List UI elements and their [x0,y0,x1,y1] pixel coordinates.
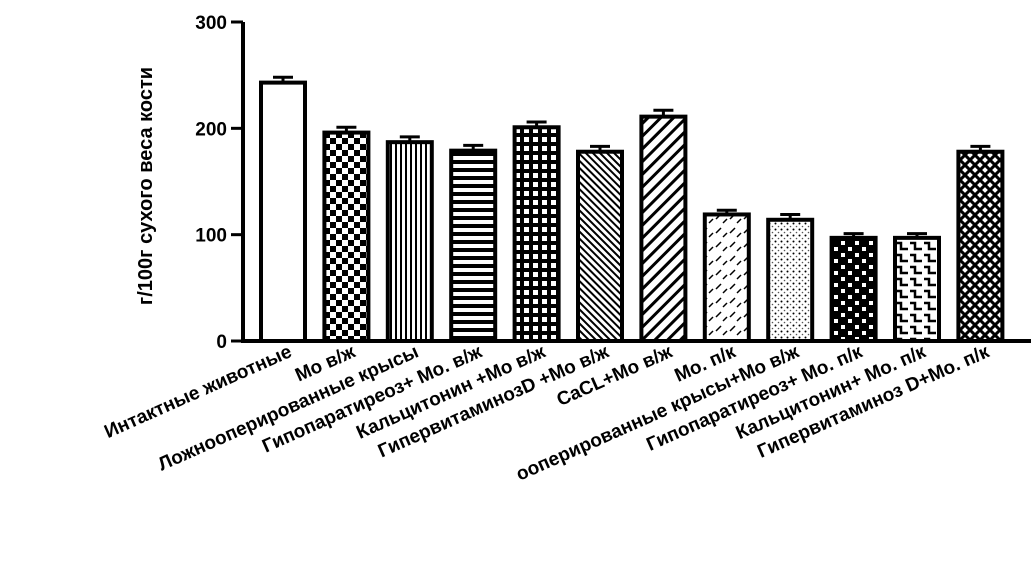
y-tick-label: 300 [195,13,227,34]
bar [576,149,624,343]
bar [322,130,371,343]
bar [956,149,1005,343]
y-axis-label: г/100г сухого веса кости [135,67,157,305]
bar [829,235,878,344]
bar [639,114,688,343]
bar [893,235,941,344]
bar [259,80,307,344]
bar [766,217,815,343]
y-tick-label: 100 [195,226,227,247]
bar [449,148,498,343]
bars [259,75,1005,344]
y-ticks: 0 100 200 300 [195,13,243,353]
y-tick-label: 200 [195,119,227,140]
bar [702,212,751,343]
y-tick-label: 0 [216,332,227,353]
bar [512,125,561,343]
bar [385,140,434,343]
